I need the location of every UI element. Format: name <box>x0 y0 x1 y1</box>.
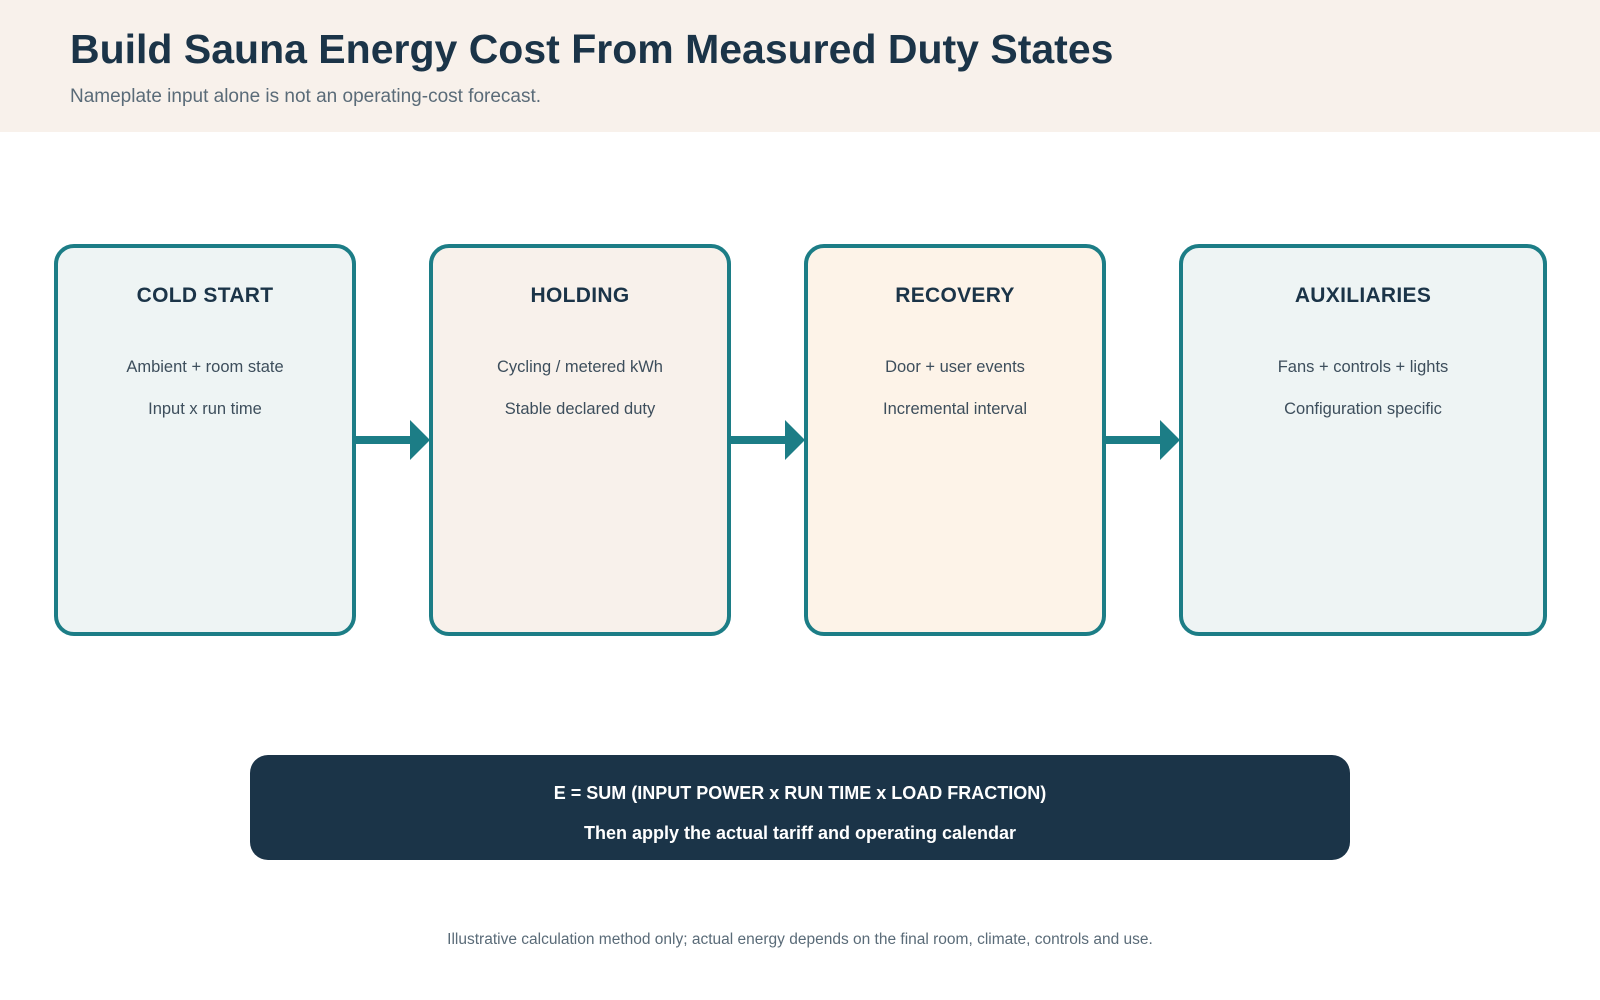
stage-box-recovery: RECOVERY Door + user events Incremental … <box>804 244 1106 636</box>
flow-arrow-icon <box>731 420 805 460</box>
flow-arrow-icon <box>1106 420 1180 460</box>
page-title: Build Sauna Energy Cost From Measured Du… <box>70 26 1114 72</box>
stage-title: COLD START <box>136 284 274 307</box>
stage-detail: Incremental interval <box>883 400 1027 418</box>
formula-note: Then apply the actual tariff and operati… <box>583 823 1017 843</box>
stage-detail: Cycling / metered kWh <box>497 358 663 376</box>
stage-detail: Input x run time <box>148 400 262 418</box>
stage-detail: Configuration specific <box>1284 400 1442 418</box>
stage-detail: Ambient + room state <box>126 358 284 376</box>
stage-title: RECOVERY <box>895 284 1015 307</box>
stage-box-auxiliaries: AUXILIARIES Fans + controls + lights Con… <box>1179 244 1547 636</box>
stage-detail: Fans + controls + lights <box>1277 358 1449 376</box>
header-banner: Build Sauna Energy Cost From Measured Du… <box>0 0 1600 132</box>
stage-title: AUXILIARIES <box>1294 284 1432 307</box>
page-subtitle: Nameplate input alone is not an operatin… <box>70 86 542 107</box>
formula-box: E = SUM (INPUT POWER x RUN TIME x LOAD F… <box>250 755 1350 860</box>
stage-box-cold-start: COLD START Ambient + room state Input x … <box>54 244 356 636</box>
stage-detail: Door + user events <box>885 358 1025 376</box>
stage-box-holding: HOLDING Cycling / metered kWh Stable dec… <box>429 244 731 636</box>
stage-title: HOLDING <box>530 284 630 307</box>
footnote: Illustrative calculation method only; ac… <box>447 931 1153 948</box>
stage-detail: Stable declared duty <box>504 400 656 418</box>
flow-arrow-icon <box>356 420 430 460</box>
formula-equation: E = SUM (INPUT POWER x RUN TIME x LOAD F… <box>553 783 1047 803</box>
